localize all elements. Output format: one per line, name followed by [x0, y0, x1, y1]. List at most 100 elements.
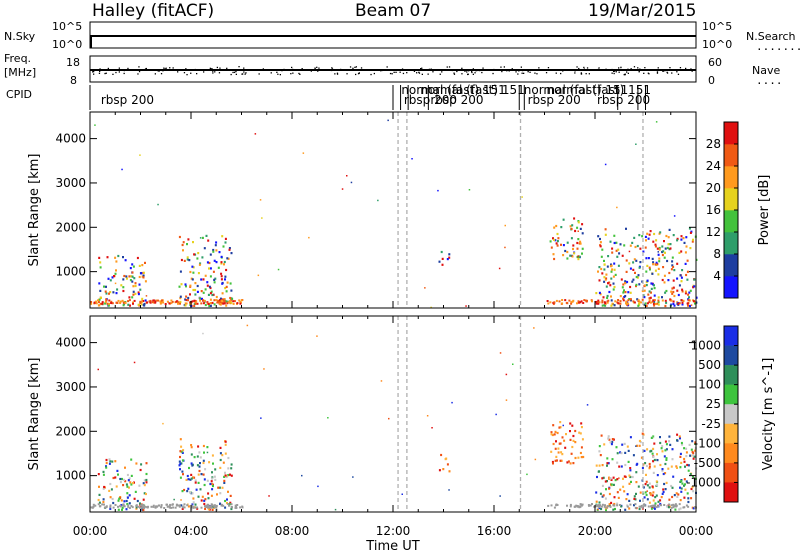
echo-cell — [661, 278, 664, 282]
echo-cell — [98, 501, 101, 504]
echo-cell — [691, 486, 694, 489]
echo-cell — [259, 199, 262, 201]
echo-cell — [440, 250, 443, 254]
echo-cell — [577, 230, 579, 232]
nave-point — [503, 66, 505, 68]
echo-cell — [100, 296, 102, 299]
echo-cell — [213, 278, 216, 281]
nave-point — [638, 70, 640, 73]
echo-cell — [191, 492, 194, 495]
echo-cell — [692, 300, 695, 303]
echo-cell — [638, 283, 641, 286]
nave-point — [336, 73, 339, 75]
echo-cell — [180, 445, 183, 448]
nave-point — [646, 69, 648, 71]
echo-cell — [574, 229, 577, 233]
echo-cell — [657, 500, 660, 503]
echo-cell — [139, 302, 142, 304]
echo-cell — [179, 462, 182, 465]
nave-point — [154, 73, 156, 75]
echo-cell — [129, 481, 132, 484]
echo-cell — [117, 473, 119, 476]
echo-cell — [694, 442, 697, 445]
echo-cell — [600, 267, 603, 271]
echo-cell — [617, 248, 620, 251]
echo-cell — [554, 447, 557, 450]
nave-point — [164, 68, 166, 70]
echo-cell — [610, 478, 613, 481]
echo-cell — [221, 282, 224, 285]
nave-point — [666, 71, 668, 73]
echo-cell — [676, 262, 679, 265]
nave-point — [576, 66, 578, 68]
echo-cell — [683, 241, 686, 244]
echo-cell — [505, 399, 508, 401]
echo-cell — [573, 217, 576, 220]
echo-cell — [191, 265, 194, 268]
echo-cell — [669, 298, 672, 301]
echo-cell — [99, 266, 102, 269]
echo-cell — [377, 199, 379, 202]
echo-cell — [657, 300, 660, 304]
nave-point — [98, 69, 100, 71]
echo-cell — [613, 504, 616, 507]
nave-point — [613, 70, 616, 72]
echo-cell — [184, 298, 187, 301]
echo-cell — [181, 451, 184, 454]
echo-cell — [645, 480, 648, 483]
echo-cell — [215, 504, 218, 507]
nave-point — [627, 72, 629, 74]
echo-cell — [618, 504, 621, 506]
echo-cell — [97, 503, 100, 506]
echo-cell — [619, 300, 622, 303]
echo-cell — [135, 462, 138, 465]
x-tick-label: 04:00 — [174, 524, 209, 538]
echo-cell — [145, 481, 148, 484]
echo-cell — [168, 302, 171, 305]
nave-point — [235, 73, 237, 75]
echo-cell — [441, 257, 444, 260]
echo-cell — [448, 489, 450, 491]
echo-cell — [679, 274, 682, 277]
nave-point — [481, 71, 483, 74]
nave-point — [475, 70, 477, 72]
echo-cell — [108, 462, 111, 465]
echo-cell — [90, 302, 93, 305]
echo-cell — [654, 496, 657, 499]
echo-cell — [606, 457, 609, 460]
power-echoes — [90, 119, 698, 309]
echo-cell — [212, 462, 214, 465]
echo-cell — [151, 301, 154, 304]
echo-cell — [653, 294, 656, 297]
echo-cell — [199, 462, 201, 465]
nave-point — [406, 72, 408, 74]
echo-cell — [619, 451, 622, 454]
echo-cell — [131, 271, 134, 274]
nave-point — [574, 70, 576, 72]
echo-cell — [127, 505, 130, 508]
nave-point — [545, 72, 548, 74]
cpid-text: rbsp 200 — [528, 93, 581, 107]
echo-cell — [687, 469, 690, 472]
echo-cell — [629, 503, 632, 506]
echo-cell — [221, 292, 224, 295]
echo-cell — [194, 288, 197, 292]
echo-cell — [601, 477, 604, 480]
echo-cell — [598, 464, 601, 467]
echo-cell — [651, 494, 654, 497]
echo-cell — [236, 504, 239, 506]
echo-cell — [182, 241, 185, 244]
echo-cell — [661, 253, 664, 257]
echo-cell — [683, 460, 686, 463]
echo-cell — [211, 301, 214, 304]
echo-cell — [117, 508, 120, 511]
nave-point — [145, 67, 147, 70]
echo-cell — [679, 466, 682, 469]
echo-cell — [628, 262, 631, 265]
echo-cell — [219, 466, 222, 469]
echo-cell — [135, 506, 138, 509]
echo-cell — [246, 324, 249, 327]
nave-point — [105, 72, 107, 74]
nave-point — [520, 66, 522, 68]
echo-cell — [571, 255, 574, 258]
